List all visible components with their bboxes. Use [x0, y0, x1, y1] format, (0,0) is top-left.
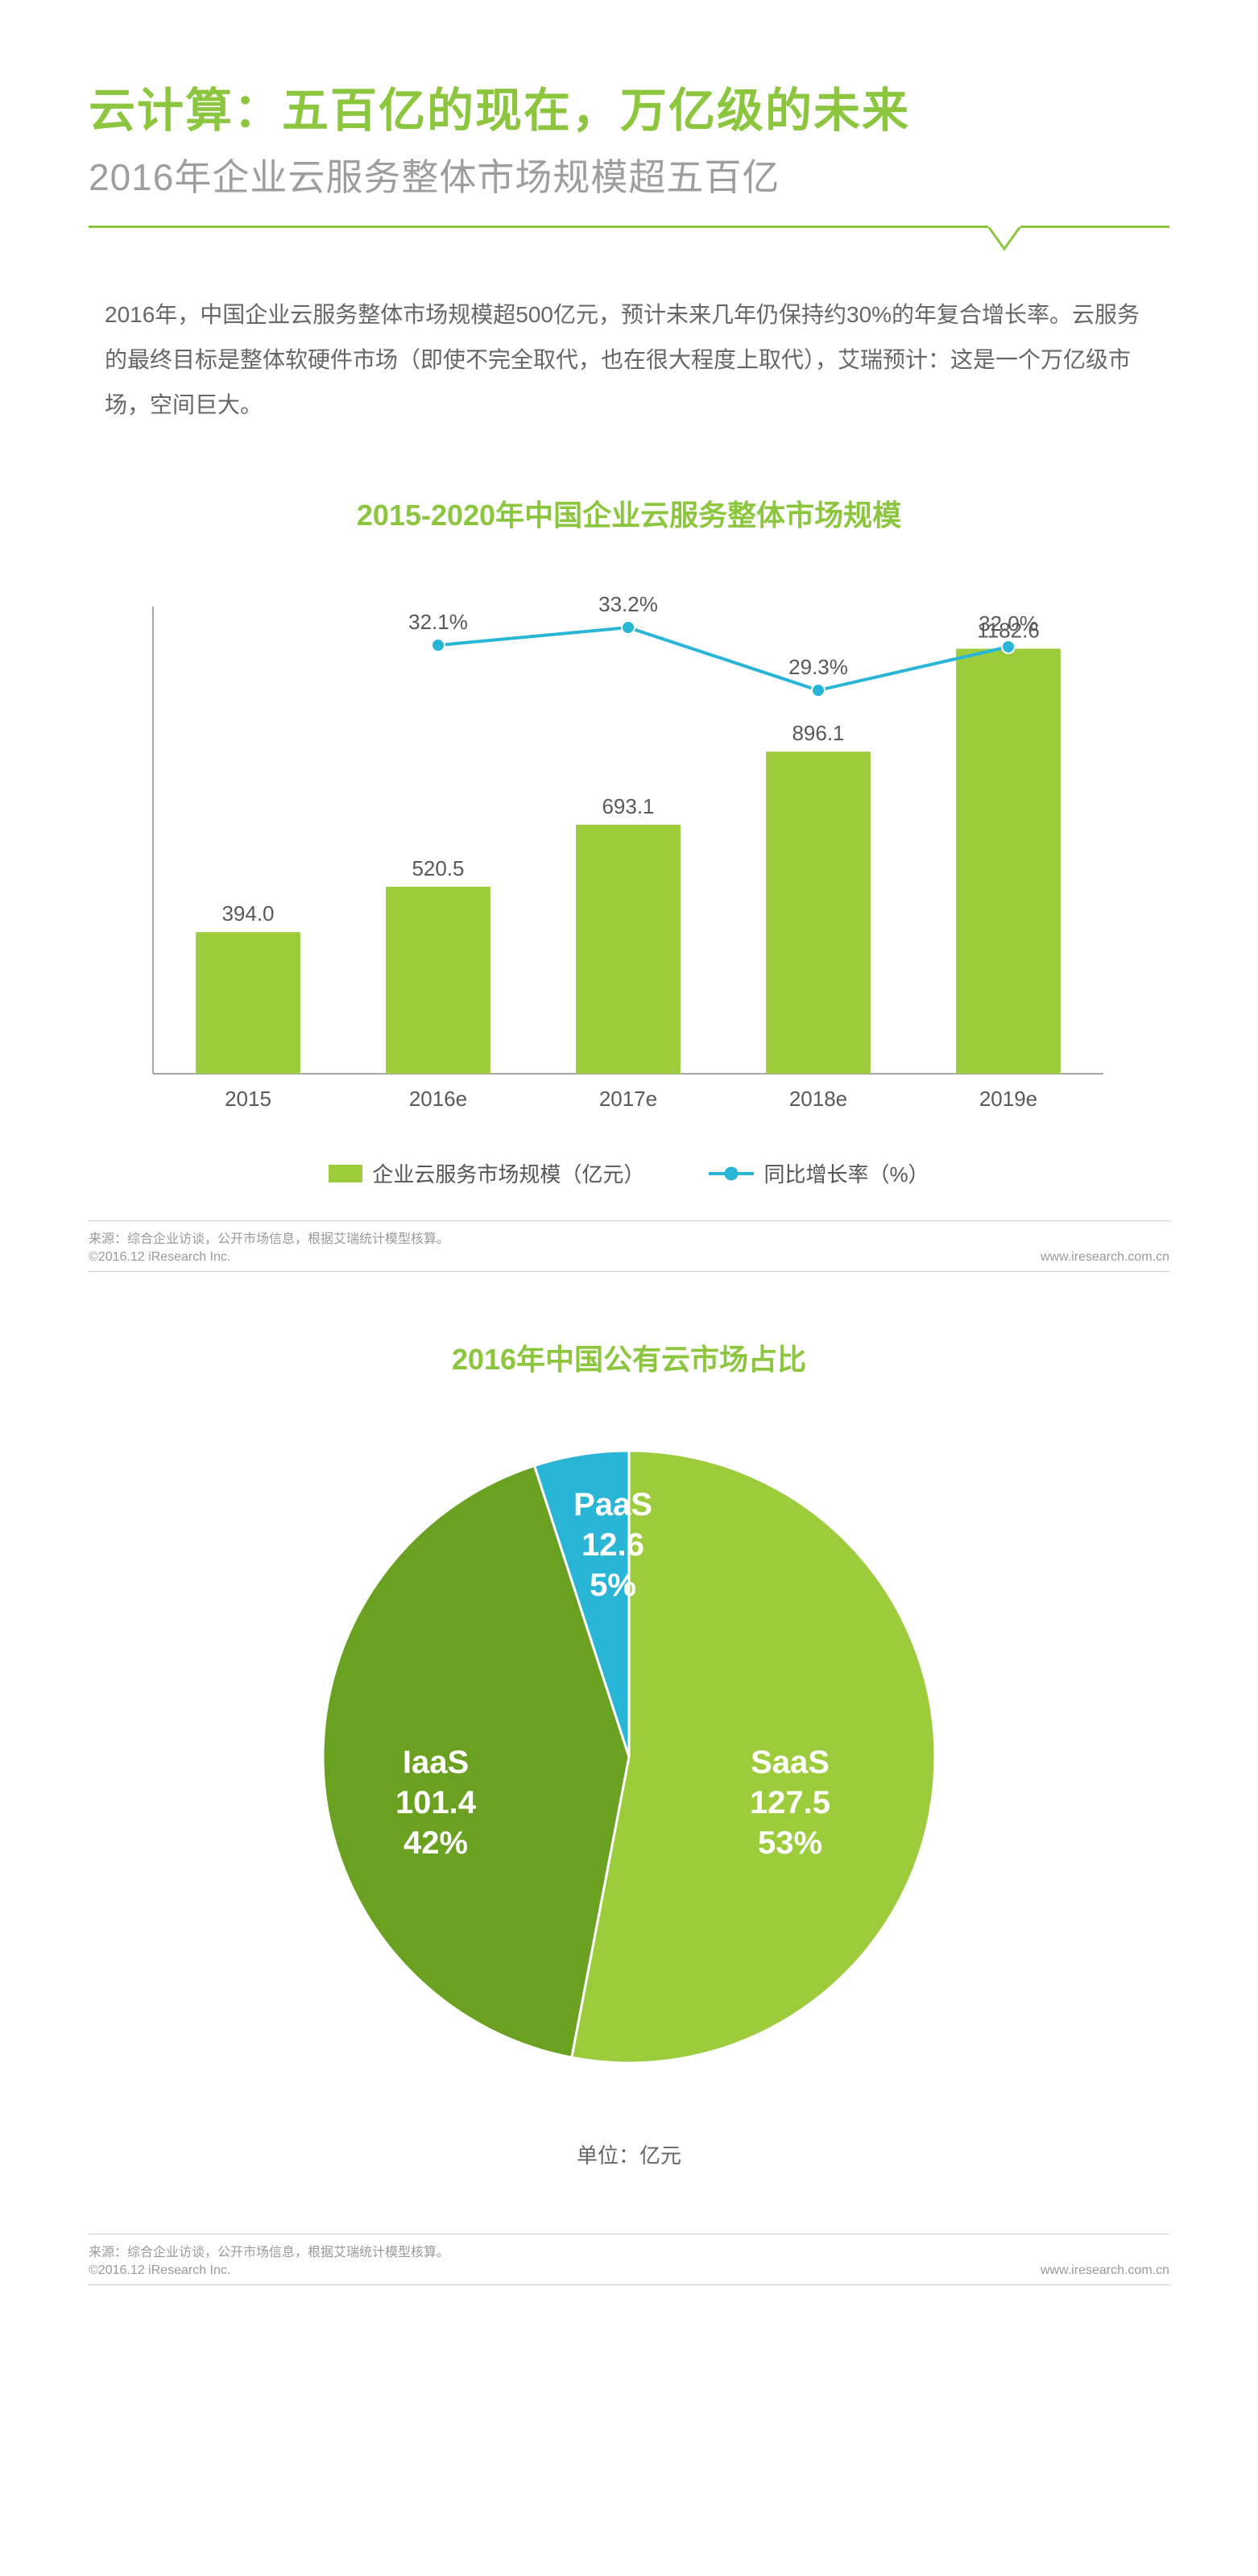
svg-text:2017e: 2017e [599, 1087, 657, 1111]
svg-text:PaaS: PaaS [573, 1487, 652, 1522]
footnote1-copyright: ©2016.12 iResearch Inc. [89, 1250, 230, 1265]
svg-text:SaaS: SaaS [751, 1745, 830, 1780]
speech-tail-icon [984, 225, 1032, 257]
footnote2-source: 来源：综合企业访谈，公开市场信息，根据艾瑞统计模型核算。 [89, 2241, 449, 2260]
svg-text:2016e: 2016e [409, 1087, 467, 1111]
pie-chart-svg: SaaS 127.5 53% IaaS 101.4 42% PaaS 12.6 5% [146, 1402, 1112, 2111]
footnote2-website: www.iresearch.com.cn [1041, 2263, 1169, 2278]
svg-text:2019e: 2019e [979, 1087, 1037, 1111]
bar-chart: 394.02015520.52016e693.12017e896.12018e1… [89, 558, 1169, 1188]
header-block: 云计算：五百亿的现在，万亿级的未来 2016年企业云服务整体市场规模超五百亿 [89, 72, 1169, 228]
svg-text:29.3%: 29.3% [788, 655, 848, 679]
svg-text:32.1%: 32.1% [408, 610, 468, 634]
main-title: 云计算：五百亿的现在，万亿级的未来 [89, 72, 1169, 140]
svg-text:693.1: 693.1 [602, 794, 654, 818]
footnote1-source: 来源：综合企业访谈，公开市场信息，根据艾瑞统计模型核算。 [89, 1228, 449, 1247]
footnote1-website: www.iresearch.com.cn [1041, 1250, 1169, 1265]
svg-text:IaaS: IaaS [403, 1745, 469, 1780]
svg-text:394.0: 394.0 [221, 901, 274, 926]
svg-text:896.1: 896.1 [792, 721, 844, 745]
pie-unit-label: 单位：亿元 [89, 2139, 1169, 2169]
legend-line-label: 同比增长率（%） [763, 1158, 929, 1188]
legend-line: 同比增长率（%） [709, 1158, 929, 1188]
legend-bar-label: 企业云服务市场规模（亿元） [372, 1158, 644, 1188]
pie-chart-title: 2016年中国公有云市场占比 [89, 1336, 1169, 1378]
svg-text:12.6: 12.6 [581, 1527, 644, 1563]
footnote-2: 来源：综合企业访谈，公开市场信息，根据艾瑞统计模型核算。 ©2016.12 iR… [89, 2234, 1169, 2285]
footnote-1: 来源：综合企业访谈，公开市场信息，根据艾瑞统计模型核算。 ©2016.12 iR… [89, 1220, 1169, 1272]
legend-line-swatch [709, 1164, 754, 1183]
svg-text:101.4: 101.4 [395, 1785, 477, 1820]
svg-text:520.5: 520.5 [412, 856, 464, 880]
svg-text:2015: 2015 [225, 1087, 271, 1111]
legend-bar: 企业云服务市场规模（亿元） [329, 1158, 644, 1188]
sub-title: 2016年企业云服务整体市场规模超五百亿 [89, 148, 1169, 201]
page-container: 云计算：五百亿的现在，万亿级的未来 2016年企业云服务整体市场规模超五百亿 2… [0, 0, 1258, 2334]
svg-text:127.5: 127.5 [750, 1785, 830, 1820]
title-rule [89, 226, 1169, 228]
svg-text:33.2%: 33.2% [598, 592, 658, 616]
pie-chart: SaaS 127.5 53% IaaS 101.4 42% PaaS 12.6 5% 单位：亿元 [89, 1402, 1169, 2169]
bar-chart-legend: 企业云服务市场规模（亿元） 同比增长率（%） [89, 1158, 1169, 1188]
svg-text:53%: 53% [758, 1825, 822, 1861]
legend-bar-swatch [329, 1165, 362, 1182]
bar-chart-svg: 394.02015520.52016e693.12017e896.12018e1… [89, 558, 1136, 1138]
bar-chart-title: 2015-2020年中国企业云服务整体市场规模 [89, 492, 1169, 534]
body-paragraph: 2016年，中国企业云服务整体市场规模超500亿元，预计未来几年仍保持约30%的… [105, 292, 1153, 428]
svg-text:32.0%: 32.0% [979, 611, 1038, 636]
footnote2-copyright: ©2016.12 iResearch Inc. [89, 2263, 230, 2278]
svg-text:42%: 42% [403, 1825, 468, 1861]
svg-text:5%: 5% [590, 1568, 636, 1603]
svg-text:2018e: 2018e [789, 1087, 847, 1111]
